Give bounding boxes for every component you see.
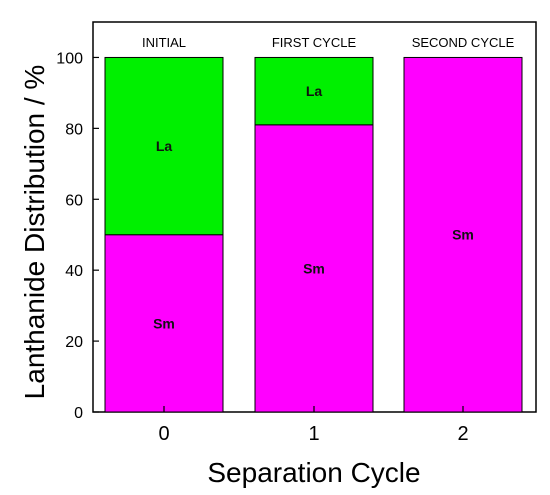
column-header-2: SECOND CYCLE [412,35,515,50]
bar-label-sm-1: Sm [303,260,325,276]
x-tick-label-0: 0 [158,423,169,445]
bar-label-sm-0: Sm [153,315,175,331]
bar-label-sm-2: Sm [452,227,474,243]
x-axis-title: Separation Cycle [207,457,420,488]
x-tick-label-1: 1 [308,423,319,445]
x-tick-label-2: 2 [457,423,468,445]
y-tick-label-60: 60 [65,192,83,209]
bar-la-1 [254,56,374,126]
column-header-0: INITIAL [142,35,186,50]
column-header-1: FIRST CYCLE [272,35,357,50]
bar-la-0 [104,56,224,236]
y-tick-label-40: 40 [65,263,83,280]
y-tick-label-80: 80 [65,121,83,138]
y-tick-label-0: 0 [74,405,83,422]
y-tick-label-20: 20 [65,334,83,351]
bar-label-la-0: La [156,138,173,154]
y-axis-title: Lanthanide Distribution / % [19,65,50,400]
y-tick-label-100: 100 [56,50,83,67]
bar-label-la-1: La [306,83,323,99]
